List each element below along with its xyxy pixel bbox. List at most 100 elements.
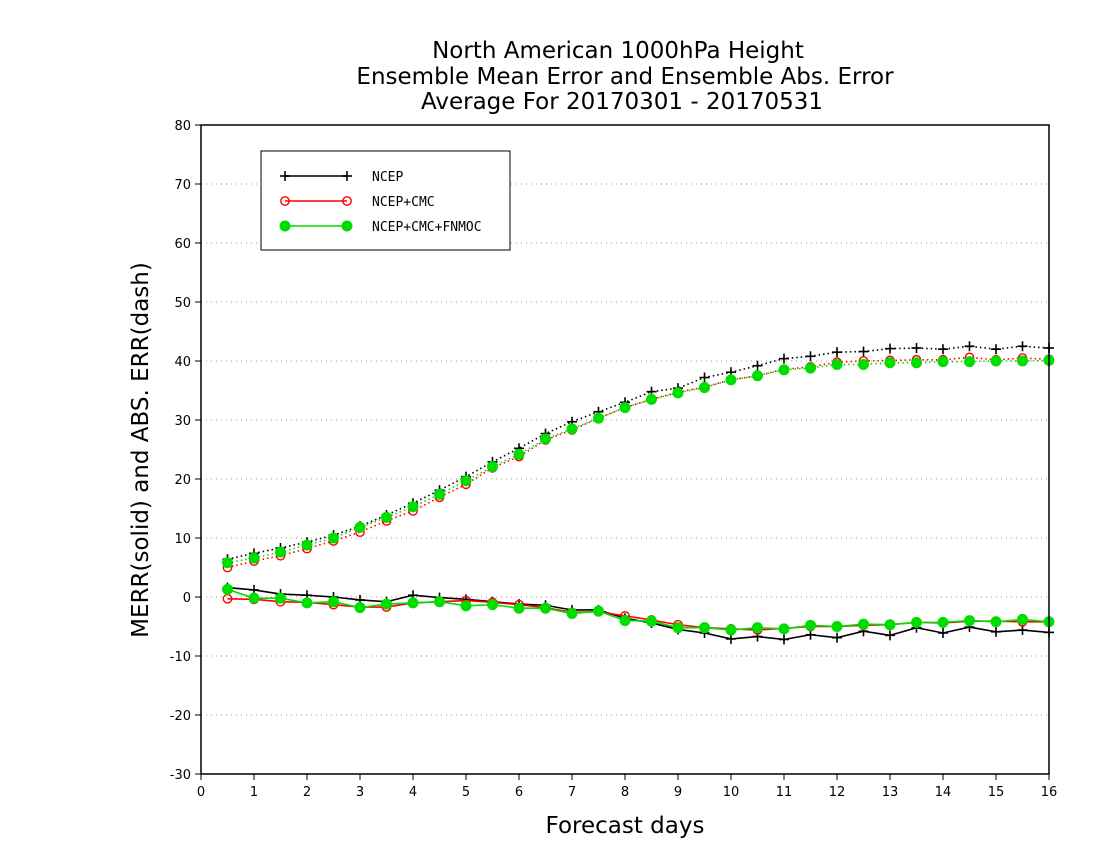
abs-err-point-ncep-cmc-fnmoc — [805, 362, 816, 374]
abs-err-point-ncep-cmc-fnmoc — [964, 356, 975, 368]
merr-point-ncep — [726, 633, 736, 644]
x-tick-label: 2 — [303, 785, 311, 800]
abs-err-point-ncep — [991, 344, 1001, 355]
abs-err-point-ncep-cmc-fnmoc — [593, 412, 604, 424]
abs-err-point-ncep-cmc-fnmoc — [619, 402, 631, 414]
x-tick-label: 15 — [988, 785, 1005, 800]
abs-err-point-ncep-cmc-fnmoc — [460, 475, 472, 487]
legend-marker — [280, 196, 290, 206]
series-layer — [222, 341, 1055, 645]
x-tick-label: 16 — [1041, 785, 1058, 800]
merr-point-ncep-cmc-fnmoc — [487, 599, 498, 611]
x-tick-label: 4 — [409, 785, 417, 800]
abs-err-point-ncep — [938, 344, 948, 355]
merr-point-ncep-cmc-fnmoc — [593, 605, 604, 617]
legend-item-ncep-cmc: NCEP+CMC — [280, 195, 435, 210]
legend-marker — [341, 220, 353, 232]
x-tick-label: 14 — [935, 785, 952, 800]
legend-marker — [342, 171, 352, 181]
merr-point-ncep-cmc-fnmoc — [248, 592, 260, 604]
plot-frame — [200, 124, 1050, 775]
abs-err-point-ncep-cmc-fnmoc — [911, 357, 922, 369]
abs-err-point-ncep-cmc-fnmoc — [566, 423, 578, 435]
x-tick-label: 10 — [723, 785, 740, 800]
legend-label: NCEP — [372, 170, 403, 185]
abs-err-point-ncep — [1017, 341, 1028, 352]
x-tick-label: 9 — [674, 785, 682, 800]
merr-point-ncep-cmc-fnmoc — [858, 618, 869, 630]
abs-err-point-ncep — [964, 341, 975, 352]
legend-label: NCEP+CMC — [372, 195, 435, 210]
legend-label: NCEP+CMC+FNMOC — [372, 220, 482, 235]
merr-point-ncep-cmc-fnmoc — [805, 619, 816, 631]
y-axis-label: MERR(solid) and ABS. ERR(dash) — [128, 262, 154, 638]
abs-err-point-ncep-cmc-fnmoc — [275, 546, 286, 558]
y-tick-label: 60 — [174, 237, 191, 252]
y-tick-label: 50 — [174, 296, 191, 311]
merr-point-ncep-cmc-fnmoc — [381, 598, 392, 610]
abs-err-point-ncep-cmc-fnmoc — [1017, 355, 1028, 367]
abs-err-point-ncep — [858, 346, 869, 357]
y-tick-label: 10 — [174, 532, 191, 547]
abs-err-point-ncep-cmc-fnmoc — [381, 511, 392, 523]
x-tick-label: 13 — [882, 785, 899, 800]
abs-err-point-ncep-cmc-fnmoc — [778, 364, 790, 376]
abs-err-point-ncep — [832, 347, 842, 358]
abs-err-point-ncep-cmc-fnmoc — [699, 382, 710, 394]
abs-err-point-ncep — [779, 353, 789, 364]
abs-err-point-ncep-cmc-fnmoc — [990, 355, 1002, 367]
abs-err-point-ncep-cmc-fnmoc — [407, 501, 419, 513]
legend-item-ncep-cmc-fnmoc: NCEP+CMC+FNMOC — [279, 220, 482, 235]
abs-err-point-ncep-cmc-fnmoc — [354, 521, 366, 533]
merr-point-ncep — [832, 632, 842, 643]
y-tick-label: 80 — [174, 119, 191, 134]
abs-err-point-ncep — [885, 343, 895, 354]
x-tick-label: 8 — [621, 785, 629, 800]
abs-err-point-ncep-cmc-fnmoc — [884, 357, 896, 369]
abs-err-point-ncep-cmc-fnmoc — [222, 557, 233, 569]
merr-point-ncep-cmc-fnmoc — [460, 600, 472, 612]
y-tick-label: 0 — [183, 591, 191, 606]
merr-point-ncep-cmc-fnmoc — [725, 624, 737, 636]
x-tick-label: 6 — [515, 785, 523, 800]
abs-err-point-ncep — [699, 372, 710, 383]
merr-point-ncep — [1017, 625, 1028, 636]
merr-point-ncep-cmc-fnmoc — [434, 596, 445, 608]
merr-point-ncep-cmc-fnmoc — [566, 608, 578, 620]
merr-point-ncep-cmc-fnmoc — [540, 602, 551, 614]
merr-point-ncep — [885, 630, 895, 641]
y-tick-label: 20 — [174, 473, 191, 488]
merr-point-ncep-cmc-fnmoc — [513, 602, 525, 614]
chart-title-line-2: Ensemble Mean Error and Ensemble Abs. Er… — [356, 64, 894, 90]
abs-err-point-ncep-cmc-fnmoc — [248, 552, 260, 564]
legend-marker — [279, 220, 291, 232]
abs-err-point-ncep-cmc-fnmoc — [328, 532, 339, 544]
legend-marker — [342, 196, 352, 206]
abs-err-point-ncep — [752, 360, 763, 371]
legend-marker — [280, 171, 290, 181]
merr-point-ncep-cmc-fnmoc — [328, 596, 339, 608]
merr-point-ncep-cmc-fnmoc — [407, 597, 419, 609]
y-axis-ticks: -30 -20 -10 0 10 20 30 40 50 60 70 80 — [170, 119, 201, 783]
abs-err-point-ncep-cmc-fnmoc — [725, 374, 737, 386]
series-ncep-cmc-fnmoc — [222, 354, 1055, 636]
x-tick-label: 5 — [462, 785, 470, 800]
x-tick-label: 1 — [250, 785, 258, 800]
chart-title-line-3: Average For 20170301 - 20170531 — [421, 89, 823, 115]
y-tick-label: 70 — [174, 178, 191, 193]
abs-err-point-ncep — [805, 351, 816, 362]
abs-err-point-ncep — [911, 343, 922, 354]
abs-err-point-ncep-cmc-fnmoc — [752, 370, 763, 382]
merr-point-ncep-cmc-fnmoc — [831, 621, 843, 632]
abs-err-point-ncep-cmc-fnmoc — [513, 448, 525, 460]
x-tick-label: 12 — [829, 785, 846, 800]
merr-point-ncep-cmc-fnmoc — [699, 622, 710, 634]
merr-point-ncep-cmc-fnmoc — [778, 623, 790, 635]
x-tick-label: 0 — [197, 785, 205, 800]
legend-items: NCEP NCEP+CMC NCEP+CMC+FNMOC — [279, 170, 482, 235]
x-tick-label: 11 — [776, 785, 793, 800]
merr-point-ncep-cmc-fnmoc — [672, 622, 684, 634]
merr-point-ncep — [779, 634, 789, 645]
